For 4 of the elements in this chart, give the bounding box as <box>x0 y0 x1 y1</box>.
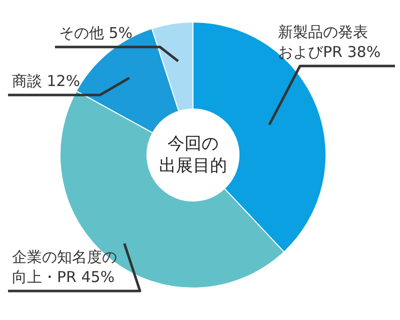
slice-label: その他 5% <box>59 23 133 43</box>
slice-label: 商談 12% <box>12 71 80 91</box>
slice-label: 新製品の発表およびPR 38% <box>278 22 381 62</box>
text: 今回の出展目的 <box>158 133 228 177</box>
